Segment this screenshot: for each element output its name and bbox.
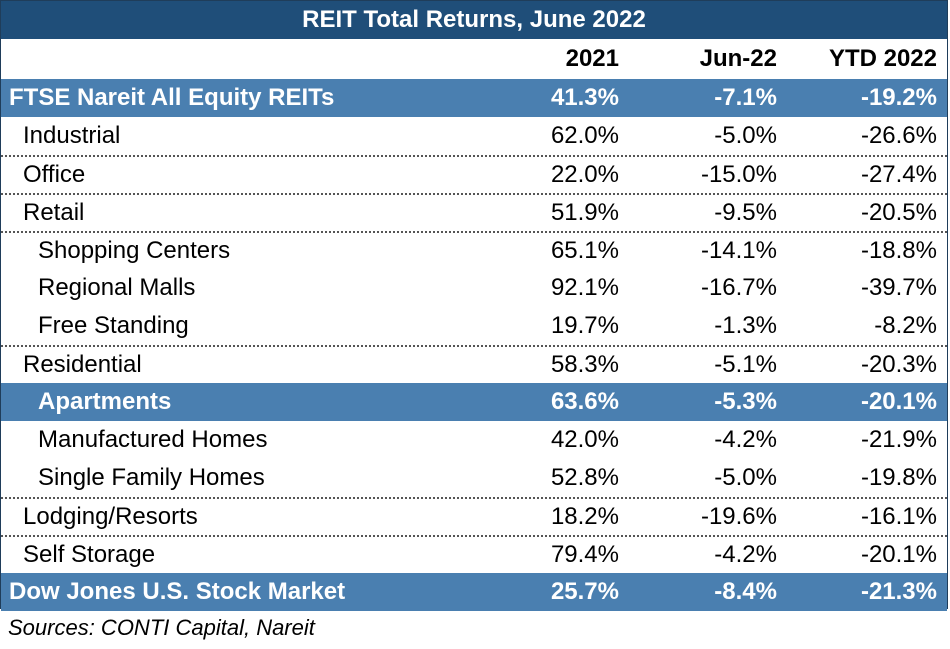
table-row-free-standing: Free Standing 19.7% -1.3% -8.2% — [1, 307, 947, 345]
cell-jun22: -7.1% — [714, 84, 777, 111]
cell-2021: 18.2% — [550, 503, 619, 530]
cell-ytd2022: -16.1% — [860, 503, 937, 530]
cell-jun22: -15.0% — [700, 161, 777, 188]
cell-2021: 92.1% — [550, 274, 619, 301]
table-title: REIT Total Returns, June 2022 — [1, 1, 947, 39]
table-row-industrial: Industrial 62.0% -5.0% -26.6% — [1, 117, 947, 155]
table-row-retail: Retail 51.9% -9.5% -20.5% — [1, 193, 947, 231]
cell-ytd2022: -20.1% — [860, 541, 937, 568]
cell-jun22: -5.3% — [714, 388, 777, 415]
cell-2021: 52.8% — [550, 464, 619, 491]
column-header-ytd2022: YTD 2022 — [828, 45, 937, 72]
row-label: Free Standing — [38, 312, 189, 339]
cell-ytd2022: -27.4% — [860, 161, 937, 188]
cell-2021: 63.6% — [550, 388, 619, 415]
cell-ytd2022: -20.1% — [860, 388, 937, 415]
row-label: Industrial — [23, 122, 121, 149]
row-label: Self Storage — [23, 541, 156, 568]
table-row-self-storage: Self Storage 79.4% -4.2% -20.1% — [1, 535, 947, 573]
cell-ytd2022: -8.2% — [874, 312, 937, 339]
cell-jun22: -1.3% — [714, 312, 777, 339]
table-row-lodging-resorts: Lodging/Resorts 18.2% -19.6% -16.1% — [1, 497, 947, 535]
row-label: Office — [23, 161, 86, 188]
cell-ytd2022: -20.3% — [860, 351, 937, 378]
cell-jun22: -16.7% — [700, 274, 777, 301]
row-label: FTSE Nareit All Equity REITs — [9, 84, 335, 111]
cell-ytd2022: -19.2% — [860, 84, 937, 111]
row-label: Residential — [23, 351, 142, 378]
table-row-ftse-all-equity: FTSE Nareit All Equity REITs 41.3% -7.1%… — [1, 79, 947, 117]
cell-jun22: -8.4% — [714, 578, 777, 605]
table-row-apartments: Apartments 63.6% -5.3% -20.1% — [1, 383, 947, 421]
row-label: Apartments — [38, 388, 172, 415]
table-row-shopping-centers: Shopping Centers 65.1% -14.1% -18.8% — [1, 231, 947, 269]
table-row-residential: Residential 58.3% -5.1% -20.3% — [1, 345, 947, 383]
cell-ytd2022: -26.6% — [860, 122, 937, 149]
table-row-dow-jones: Dow Jones U.S. Stock Market 25.7% -8.4% … — [1, 573, 947, 611]
row-label: Retail — [23, 199, 85, 226]
cell-2021: 51.9% — [550, 199, 619, 226]
cell-2021: 42.0% — [550, 426, 619, 453]
column-header-row: 2021 Jun-22 YTD 2022 — [1, 39, 947, 79]
row-label: Dow Jones U.S. Stock Market — [9, 578, 346, 605]
cell-2021: 25.7% — [550, 578, 619, 605]
cell-2021: 41.3% — [550, 84, 619, 111]
cell-jun22: -4.2% — [714, 426, 777, 453]
cell-2021: 65.1% — [550, 237, 619, 264]
column-header-jun22: Jun-22 — [699, 45, 777, 72]
cell-jun22: -4.2% — [714, 541, 777, 568]
cell-ytd2022: -20.5% — [860, 199, 937, 226]
table-row-manufactured-homes: Manufactured Homes 42.0% -4.2% -21.9% — [1, 421, 947, 459]
cell-2021: 79.4% — [550, 541, 619, 568]
cell-jun22: -5.1% — [714, 351, 777, 378]
cell-jun22: -5.0% — [714, 122, 777, 149]
table-row-regional-malls: Regional Malls 92.1% -16.7% -39.7% — [1, 269, 947, 307]
cell-ytd2022: -18.8% — [860, 237, 937, 264]
table-row-single-family-homes: Single Family Homes 52.8% -5.0% -19.8% — [1, 459, 947, 497]
row-label: Manufactured Homes — [38, 426, 268, 453]
row-label: Lodging/Resorts — [23, 503, 198, 530]
cell-2021: 22.0% — [550, 161, 619, 188]
column-header-2021: 2021 — [565, 45, 619, 72]
cell-jun22: -19.6% — [700, 503, 777, 530]
cell-ytd2022: -21.3% — [860, 578, 937, 605]
cell-2021: 19.7% — [550, 312, 619, 339]
row-label: Single Family Homes — [38, 464, 265, 491]
cell-ytd2022: -21.9% — [860, 426, 937, 453]
table-row-office: Office 22.0% -15.0% -27.4% — [1, 155, 947, 193]
cell-jun22: -5.0% — [714, 464, 777, 491]
source-note: Sources: CONTI Capital, Nareit — [8, 615, 315, 640]
row-label: Shopping Centers — [38, 237, 231, 264]
cell-ytd2022: -19.8% — [860, 464, 937, 491]
cell-jun22: -9.5% — [714, 199, 777, 226]
returns-table: REIT Total Returns, June 2022 2021 Jun-2… — [0, 0, 948, 611]
cell-2021: 62.0% — [550, 122, 619, 149]
cell-jun22: -14.1% — [700, 237, 777, 264]
cell-2021: 58.3% — [550, 351, 619, 378]
cell-ytd2022: -39.7% — [860, 274, 937, 301]
row-label: Regional Malls — [38, 274, 196, 301]
